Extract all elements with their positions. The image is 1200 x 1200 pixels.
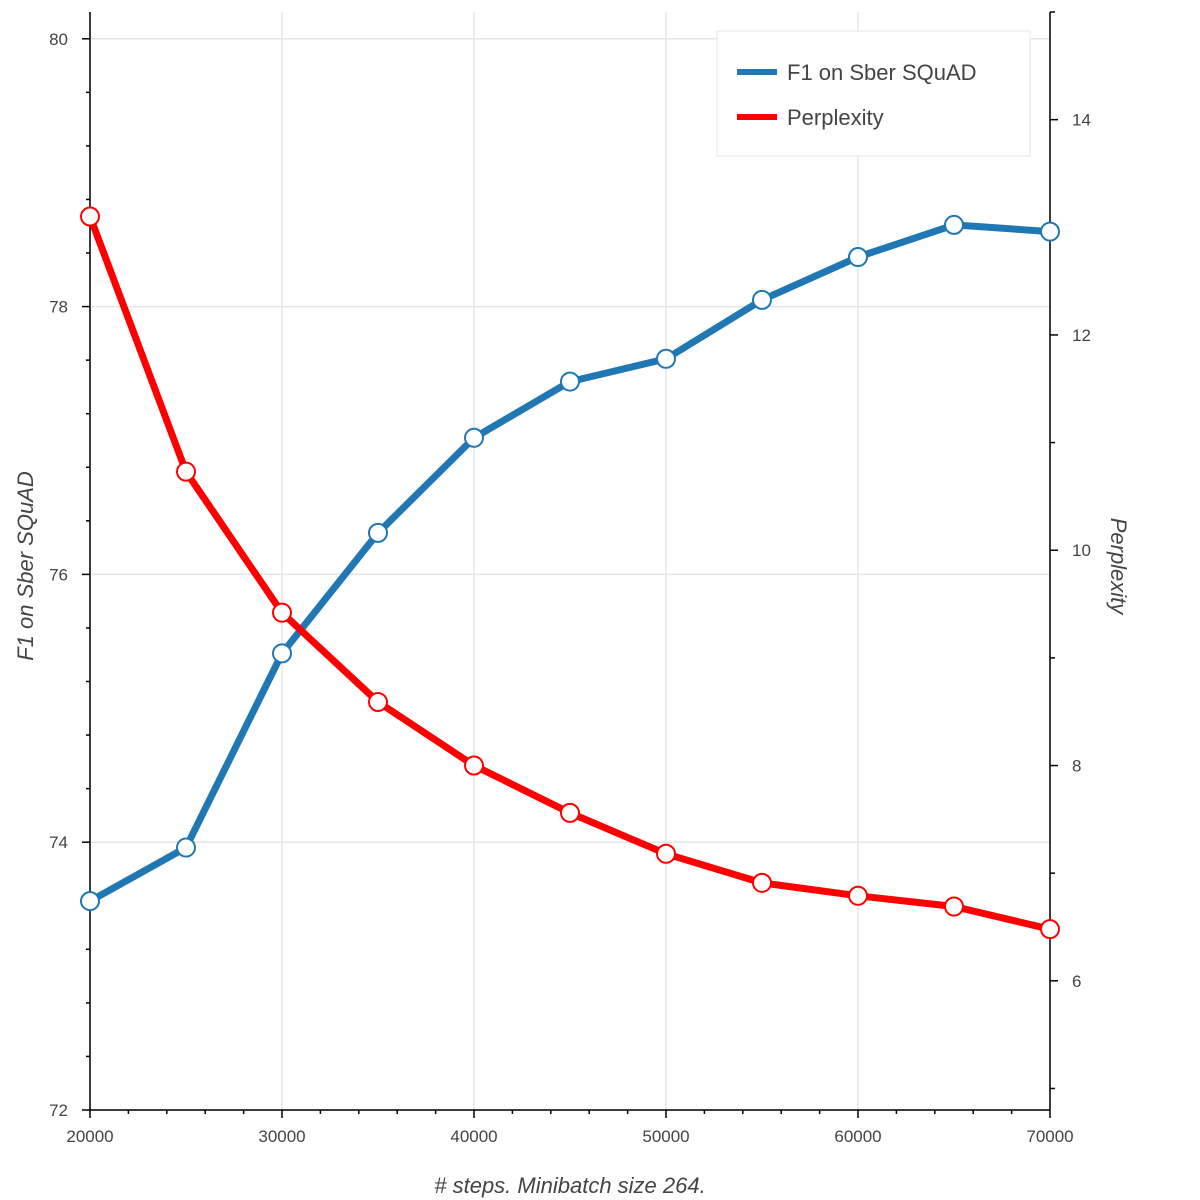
legend: F1 on Sber SQuAD Perplexity [716,30,1031,157]
y-right-tick-label: 14 [1072,111,1091,130]
x-tick-label: 70000 [1026,1127,1073,1146]
x-tick-label: 30000 [258,1127,305,1146]
f1-data-point [368,522,388,543]
legend-box [716,30,1031,157]
f1-data-point [752,289,772,310]
legend-label-f1: F1 on Sber SQuAD [787,60,977,85]
perplexity-data-point [656,843,676,864]
y-right-tick-label: 10 [1072,541,1091,560]
y-left-tick-label: 76 [49,565,68,584]
f1-data-point [176,837,196,858]
y-right-tick-label: 6 [1072,972,1081,991]
x-axis-title: # steps. Minibatch size 264. [434,1173,705,1198]
perplexity-data-point [752,872,772,893]
f1-data-point [1040,221,1060,242]
f1-series-line [86,221,1054,905]
f1-data-point [80,891,100,912]
x-tick-label: 60000 [834,1127,881,1146]
f1-data-point [944,214,964,235]
perplexity-data-point [944,896,964,917]
x-tick-label: 40000 [450,1127,497,1146]
perplexity-data-point [560,802,580,823]
x-tick-label: 50000 [642,1127,689,1146]
y-left-tick-label: 72 [49,1101,68,1120]
axes: 20000 30000 40000 50000 60000 70000 72 74 76 78 80… [49,11,1091,1146]
f1-data-point [848,247,868,268]
perplexity-data-point [176,461,196,482]
perplexity-data-point [272,602,292,623]
f1-data-point [464,427,484,448]
perplexity-data-point [368,692,388,713]
perplexity-data-point [848,885,868,906]
data-points [80,206,1060,940]
grid-lines [89,12,1051,1111]
perplexity-data-point [80,206,100,227]
y-left-tick-label: 74 [49,833,68,852]
legend-label-perplexity: Perplexity [787,105,884,130]
y-axis-right-title: Perplexity [1106,518,1131,617]
perplexity-data-point [1040,919,1060,940]
y-right-tick-label: 8 [1072,757,1081,776]
f1-data-point [656,348,676,369]
f1-data-point [560,371,580,392]
f1-data-point [272,643,292,664]
y-axis-left-title: F1 on Sber SQuAD [13,471,38,661]
y-left-tick-label: 80 [49,30,68,49]
x-tick-label: 20000 [66,1127,113,1146]
y-left-tick-label: 78 [49,298,68,317]
y-right-tick-label: 12 [1072,326,1091,345]
perplexity-data-point [464,755,484,776]
